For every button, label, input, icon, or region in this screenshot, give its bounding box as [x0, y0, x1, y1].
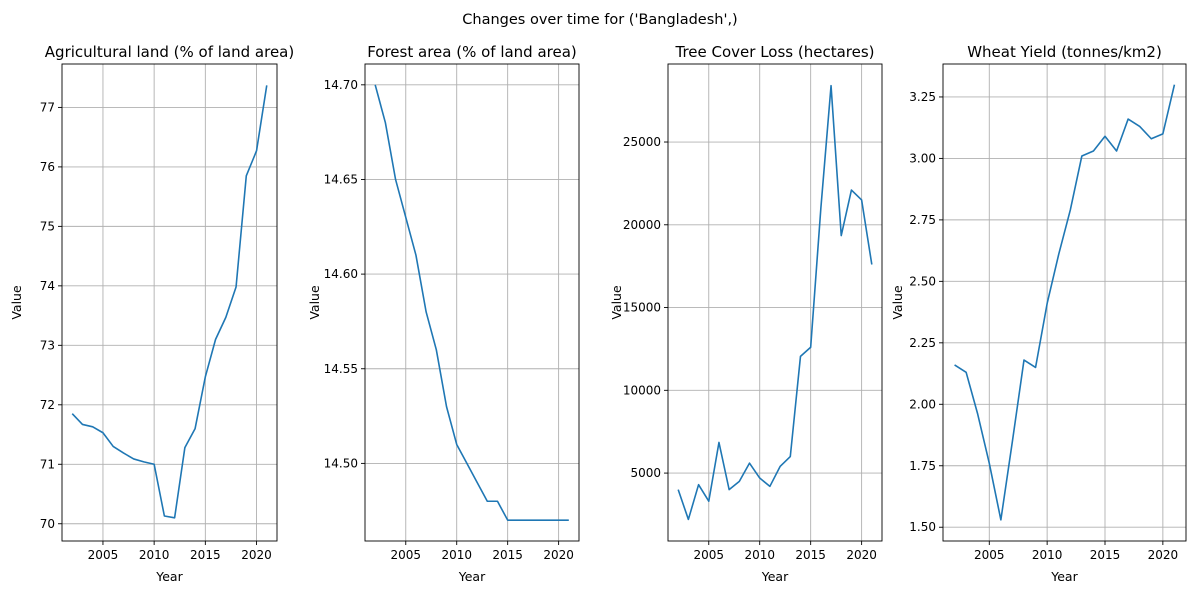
series-line	[677, 84, 873, 521]
y-tick-label: 77	[40, 100, 55, 114]
x-tick-label: 2005	[974, 548, 1005, 562]
y-tick-label: 73	[40, 338, 55, 352]
x-tick-label: 2015	[795, 548, 826, 562]
x-tick-label: 2015	[190, 548, 221, 562]
x-axis-label: Year	[1050, 569, 1078, 584]
chart-panel-2: 2005 2010 2015 2020 14.50 14.55 14.60 14.65 14.7…	[307, 43, 580, 584]
chart-title: Wheat Yield (tonnes/km2)	[967, 43, 1162, 61]
y-tick-label: 3.00	[909, 151, 936, 165]
y-tick-label: 2.25	[909, 336, 936, 350]
y-axis-label: Value	[890, 285, 905, 320]
y-tick-label: 2.00	[909, 397, 936, 411]
y-tick-label: 1.75	[909, 459, 936, 473]
x-tick-label: 2010	[744, 548, 775, 562]
y-tick-label: 20000	[623, 218, 661, 232]
axes-frame	[667, 63, 883, 542]
y-tick-label: 76	[40, 160, 55, 174]
chart-panel-1: 2005 2010 2015 2020 70 71 72 73 74 75 76 77 Agricult…	[9, 43, 294, 584]
x-tick-label: 2020	[1148, 548, 1179, 562]
y-tick-label: 2.50	[909, 274, 936, 288]
y-tick-label: 70	[40, 517, 55, 531]
y-tick-label: 10000	[623, 383, 661, 397]
chart-title: Tree Cover Loss (hectares)	[674, 43, 874, 61]
x-tick-label: 2020	[846, 548, 877, 562]
x-tick-label: 2005	[390, 548, 421, 562]
y-tick-label: 75	[40, 219, 55, 233]
y-tick-label: 1.50	[909, 520, 936, 534]
x-tick-label: 2010	[1032, 548, 1063, 562]
y-tick-label: 14.50	[324, 456, 358, 470]
y-tick-label: 14.60	[324, 267, 358, 281]
chart-panel-4: 2005 2010 2015 2020 1.50 1.75 2.00 2.25 2.50 2.75…	[890, 43, 1187, 584]
x-tick-label: 2010	[441, 548, 472, 562]
x-tick-label: 2005	[693, 548, 724, 562]
y-tick-label: 14.70	[324, 78, 358, 92]
chart-title: Forest area (% of land area)	[367, 43, 577, 61]
x-axis-label: Year	[458, 569, 486, 584]
x-tick-label: 2010	[139, 548, 170, 562]
y-tick-label: 71	[40, 457, 55, 471]
x-tick-label: 2015	[1090, 548, 1121, 562]
chart-title: Agricultural land (% of land area)	[45, 43, 294, 61]
x-tick-label: 2020	[241, 548, 272, 562]
chart-panel-3: 2005 2010 2015 2020 5000 10000 15000 20000 25000…	[609, 43, 883, 584]
y-tick-label: 3.25	[909, 90, 936, 104]
y-axis-label: Value	[9, 285, 24, 320]
y-tick-label: 2.75	[909, 213, 936, 227]
y-tick-label: 25000	[623, 135, 661, 149]
axes-frame	[61, 63, 278, 542]
x-tick-label: 2005	[88, 548, 119, 562]
x-axis-label: Year	[761, 569, 789, 584]
y-tick-label: 74	[40, 279, 55, 293]
y-tick-label: 5000	[630, 466, 661, 480]
y-tick-label: 72	[40, 398, 55, 412]
axes-frame	[942, 63, 1187, 542]
x-tick-label: 2015	[492, 548, 523, 562]
x-tick-label: 2020	[543, 548, 574, 562]
y-axis-label: Value	[307, 285, 322, 320]
axes-frame	[364, 63, 580, 542]
series-line	[954, 84, 1176, 521]
y-tick-label: 14.55	[324, 362, 358, 376]
y-axis-label: Value	[609, 285, 624, 320]
series-line	[374, 84, 569, 521]
series-line	[71, 85, 268, 519]
y-tick-label: 14.65	[324, 172, 358, 186]
figure-suptitle: Changes over time for ('Bangladesh',)	[462, 12, 737, 28]
x-axis-label: Year	[155, 569, 183, 584]
y-tick-label: 15000	[623, 301, 661, 315]
